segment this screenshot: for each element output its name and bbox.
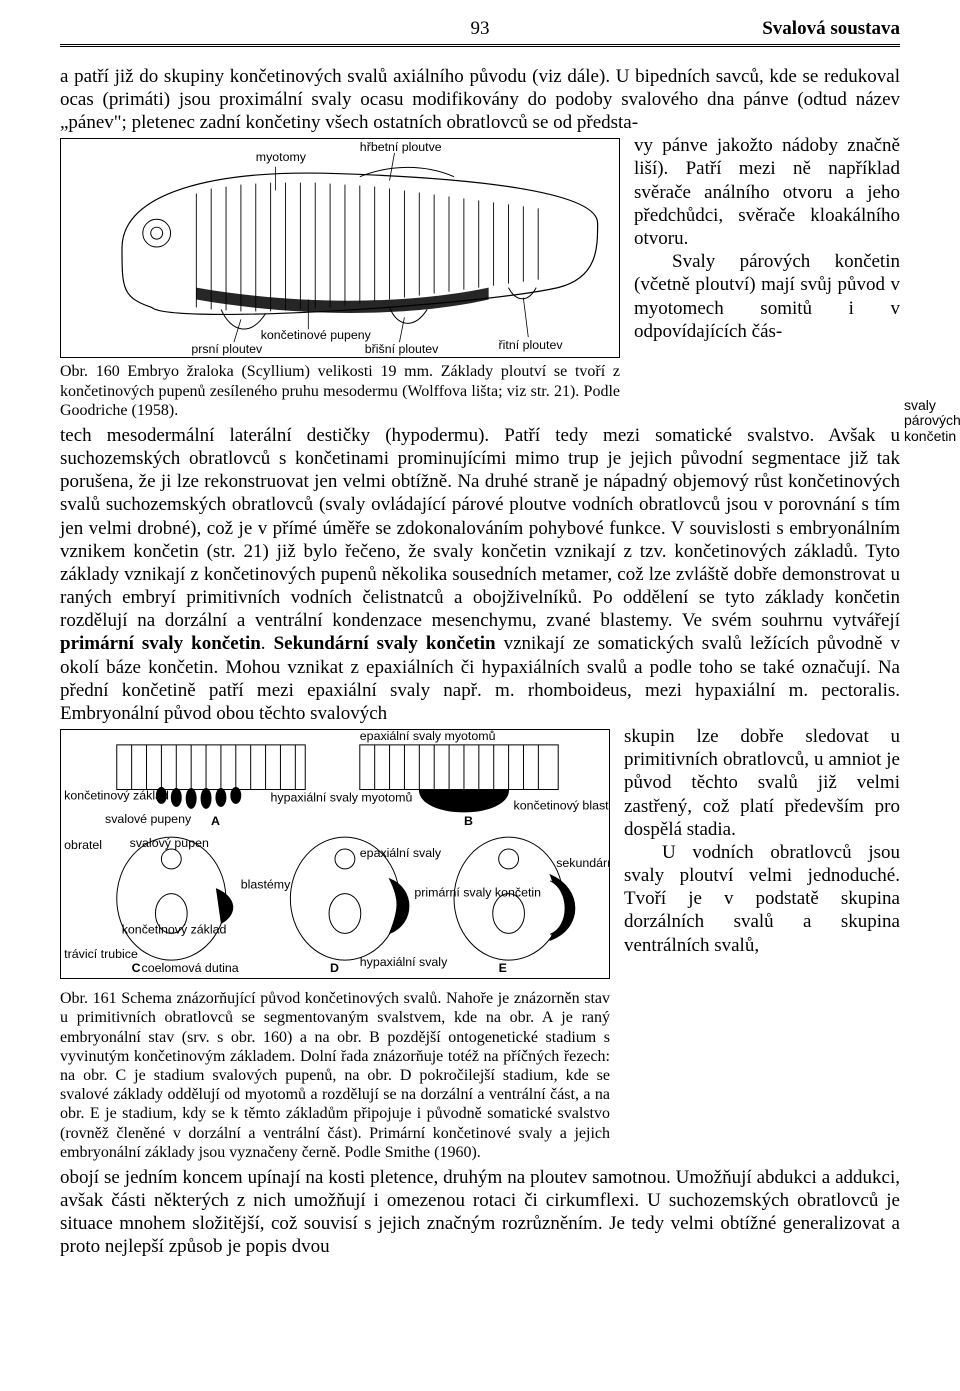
body-text: a patří již do skupiny končetinových sva…: [60, 65, 900, 1259]
fig160-label-prsni: prsní ploutev: [191, 342, 263, 356]
fig161-l-konczaklad: končetinový základ: [64, 789, 169, 803]
para-3: obojí se jedním koncem upínají na kosti …: [60, 1166, 900, 1259]
fig161-l-hyp: hypaxiální svaly: [360, 955, 448, 969]
fig161-l-sek: sekundární svaly končetin: [556, 856, 610, 870]
fig160-label-pupeny: končetinové pupeny: [261, 328, 372, 342]
para-2: tech mesodermální laterální destičky (hy…: [60, 424, 900, 725]
fig160-label-myotomy: myotomy: [256, 150, 307, 164]
margin-note-l2: párových: [904, 413, 954, 428]
fig160-label-hrbetni: hřbetní ploutve: [360, 140, 442, 154]
header-rule-1: [60, 44, 900, 45]
fig161-B: B: [464, 814, 473, 828]
para-1: a patří již do skupiny končetinových sva…: [60, 65, 900, 135]
fig160-label-ritni: řitní ploutev: [499, 338, 564, 352]
running-header: 93 Svalová soustava: [60, 18, 900, 41]
fig161-A: A: [211, 814, 220, 828]
figure-161-caption: Obr. 161 Schema znázorňující původ konče…: [60, 989, 610, 1162]
fig161-l-svalpup: svalové pupeny: [105, 812, 192, 826]
margin-note-l3: končetin: [904, 429, 954, 444]
fig161-l-epi: epaxiální svaly: [360, 846, 442, 860]
running-title: Svalová soustava: [620, 18, 900, 41]
fig161-C: C: [132, 961, 141, 975]
fig161-l-blastem: končetinový blastém: [514, 798, 610, 812]
page: 93 Svalová soustava svaly párových konče…: [0, 0, 960, 1391]
fig161-l-konczaklad2: končetinový základ: [122, 922, 227, 936]
figure-161-drawing: A B C D E končetinový základ svalové pup…: [60, 729, 610, 979]
fig161-l-epimyo: epaxiální svaly myotomů: [360, 729, 496, 743]
fig161-l-svalovy-pupen: svalový pupen: [130, 836, 209, 850]
fig161-l-prim: primární svaly končetin: [414, 886, 541, 900]
margin-note: svaly párových končetin: [904, 398, 954, 444]
bold-sekundarni: Sekundární svaly končetin: [274, 633, 496, 654]
margin-note-l1: svaly: [904, 398, 954, 413]
bold-primarni: primární svaly končetin: [60, 633, 261, 654]
fig161-l-travici: trávicí trubice: [64, 947, 138, 961]
fig161-D: D: [330, 961, 339, 975]
fig160-label-brisni: břišní ploutev: [365, 342, 439, 356]
fig161-l-obratel: obratel: [64, 838, 102, 852]
figure-160-caption: Obr. 160 Embryo žraloka (Scyllium) velik…: [60, 362, 620, 420]
fig161-l-coelom: coelomová dutina: [142, 961, 239, 975]
fig161-l-blastemy: blastémy: [241, 878, 291, 892]
fig161-E: E: [499, 961, 507, 975]
figure-160-drawing: myotomy hřbetní ploutve končetinové pupe…: [60, 138, 620, 358]
page-number: 93: [340, 18, 620, 41]
fig161-l-hypmyo: hypaxiální svaly myotomů: [271, 791, 413, 805]
header-rule-2: [60, 46, 900, 47]
figure-160: myotomy hřbetní ploutve končetinové pupe…: [60, 138, 620, 420]
figure-161: A B C D E končetinový základ svalové pup…: [60, 729, 610, 1162]
